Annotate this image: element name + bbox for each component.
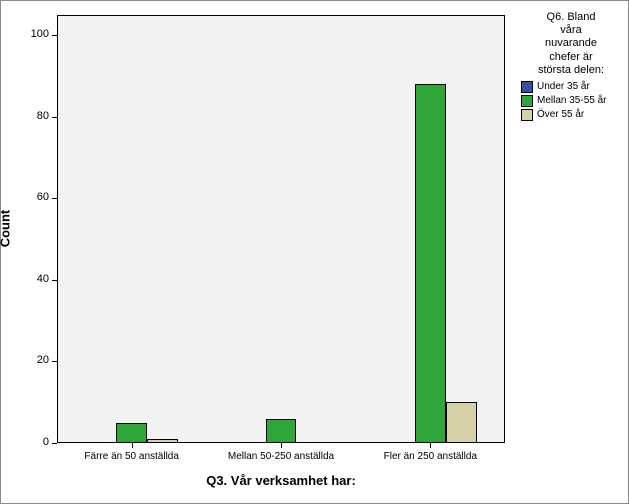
y-tick-mark [52, 361, 57, 362]
legend-text: Över 55 år [537, 109, 584, 120]
x-tick-label: Färre än 50 anställda [57, 451, 206, 462]
bar [415, 84, 446, 443]
chart-container: Count Q3. Vår verksamhet har: 0 20 40 60 80 1… [0, 0, 629, 504]
y-tick-label: 60 [23, 191, 49, 203]
x-axis-label: Q3. Vår verksamhet har: [57, 473, 505, 488]
legend-swatch [521, 109, 533, 121]
y-tick-mark [52, 280, 57, 281]
legend: Q6. Blandvåranuvarandechefer ärstörsta d… [521, 11, 621, 123]
legend-text: Mellan 35-55 år [537, 95, 606, 106]
x-tick-label: Mellan 50-250 anställda [206, 451, 355, 462]
y-tick-label: 40 [23, 273, 49, 285]
legend-text: Under 35 år [537, 81, 590, 92]
legend-item: Över 55 år [521, 109, 621, 121]
bar [116, 423, 147, 443]
legend-items: Under 35 år Mellan 35-55 år Över 55 år [521, 81, 621, 121]
x-tick-mark [430, 443, 431, 448]
legend-title: Q6. Blandvåranuvarandechefer ärstörsta d… [521, 11, 621, 77]
y-axis-label: Count [0, 199, 13, 259]
legend-swatch [521, 81, 533, 93]
legend-item: Under 35 år [521, 81, 621, 93]
y-tick-label: 0 [23, 436, 49, 448]
bar [266, 419, 297, 443]
legend-swatch [521, 95, 533, 107]
y-tick-label: 80 [23, 110, 49, 122]
bar [446, 402, 477, 443]
y-tick-label: 20 [23, 354, 49, 366]
y-tick-mark [52, 443, 57, 444]
y-tick-mark [52, 117, 57, 118]
x-tick-mark [132, 443, 133, 448]
y-tick-mark [52, 198, 57, 199]
legend-item: Mellan 35-55 år [521, 95, 621, 107]
y-tick-label: 100 [23, 28, 49, 40]
x-tick-mark [281, 443, 282, 448]
bar [147, 439, 178, 443]
y-tick-mark [52, 35, 57, 36]
x-tick-label: Fler än 250 anställda [356, 451, 505, 462]
